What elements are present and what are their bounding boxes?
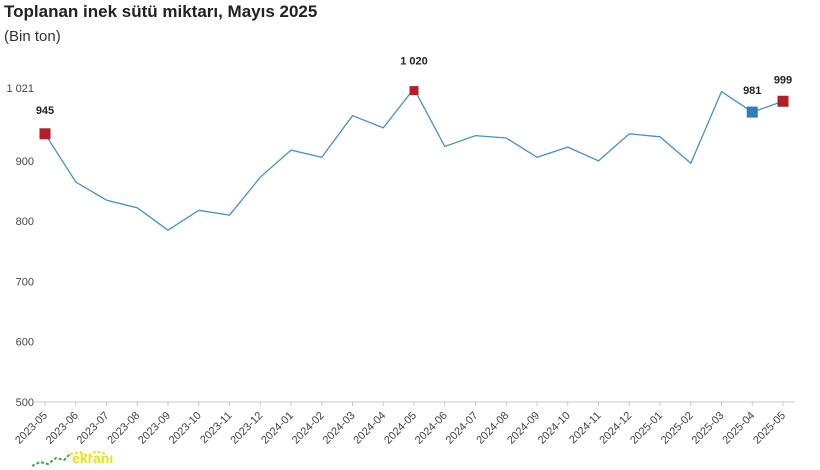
x-tick-label: 2024-05: [382, 410, 419, 447]
data-label: 1 020: [400, 56, 428, 68]
y-tick-label: 700: [16, 276, 34, 288]
y-tick-label: 900: [16, 156, 34, 168]
x-tick-label: 2024-11: [567, 410, 603, 446]
x-tick-label: 2023-09: [136, 410, 173, 447]
x-tick-label: 2023-10: [167, 410, 204, 447]
x-tick-label: 2025-05: [751, 410, 788, 447]
x-tick-label: 2023-06: [44, 410, 81, 447]
x-tick-label: 2024-04: [351, 410, 388, 447]
y-tick-label: 600: [16, 337, 34, 349]
x-tick-label: 2023-11: [198, 410, 234, 446]
x-tick-label: 2023-07: [75, 410, 112, 447]
highlight-marker: [777, 95, 789, 107]
y-axis: 500 600 700 800 900 1 021: [6, 83, 34, 409]
x-tick-label: 2025-01: [628, 410, 665, 447]
chart-subtitle: (Bin ton): [4, 28, 61, 45]
x-axis: 2023-052023-062023-072023-082023-092023-…: [13, 401, 795, 447]
y-tick-label: 500: [16, 397, 34, 409]
data-labels: 945 1 020 981 999: [36, 56, 792, 117]
x-tick-label: 2023-05: [13, 410, 50, 447]
data-label: 981: [743, 85, 761, 97]
x-tick-label: 2024-01: [259, 410, 296, 447]
highlight-marker: [39, 128, 51, 140]
x-tick-label: 2023-12: [228, 410, 265, 447]
x-tick-label: 2024-06: [413, 410, 450, 447]
highlight-markers: [39, 86, 789, 140]
data-label: 999: [774, 74, 792, 86]
y-tick-label: 800: [16, 216, 34, 228]
highlight-marker: [409, 86, 419, 96]
chart-title: Toplanan inek sütü miktarı, Mayıs 2025: [4, 2, 318, 21]
x-tick-label: 2024-03: [321, 410, 358, 447]
x-tick-label: 2024-07: [444, 410, 481, 447]
series-line: [44, 87, 784, 231]
highlight-marker: [746, 106, 758, 118]
x-tick-label: 2025-02: [659, 410, 696, 447]
x-tick-label: 2025-03: [690, 410, 727, 447]
x-tick-label: 2024-02: [290, 410, 327, 447]
x-tick-label: 2024-12: [597, 410, 634, 447]
y-tick-label: 1 021: [6, 83, 34, 95]
x-tick-label: 2024-10: [536, 410, 573, 447]
series-line-group: [44, 87, 784, 231]
watermark-text: ekranı: [72, 450, 114, 466]
watermark-logo-icon: [31, 449, 107, 467]
x-tick-label: 2025-04: [720, 410, 757, 447]
x-tick-label: 2023-08: [105, 410, 142, 447]
x-tick-label: 2024-08: [474, 410, 511, 447]
x-tick-label: 2024-09: [505, 410, 542, 447]
data-label: 945: [36, 105, 54, 117]
